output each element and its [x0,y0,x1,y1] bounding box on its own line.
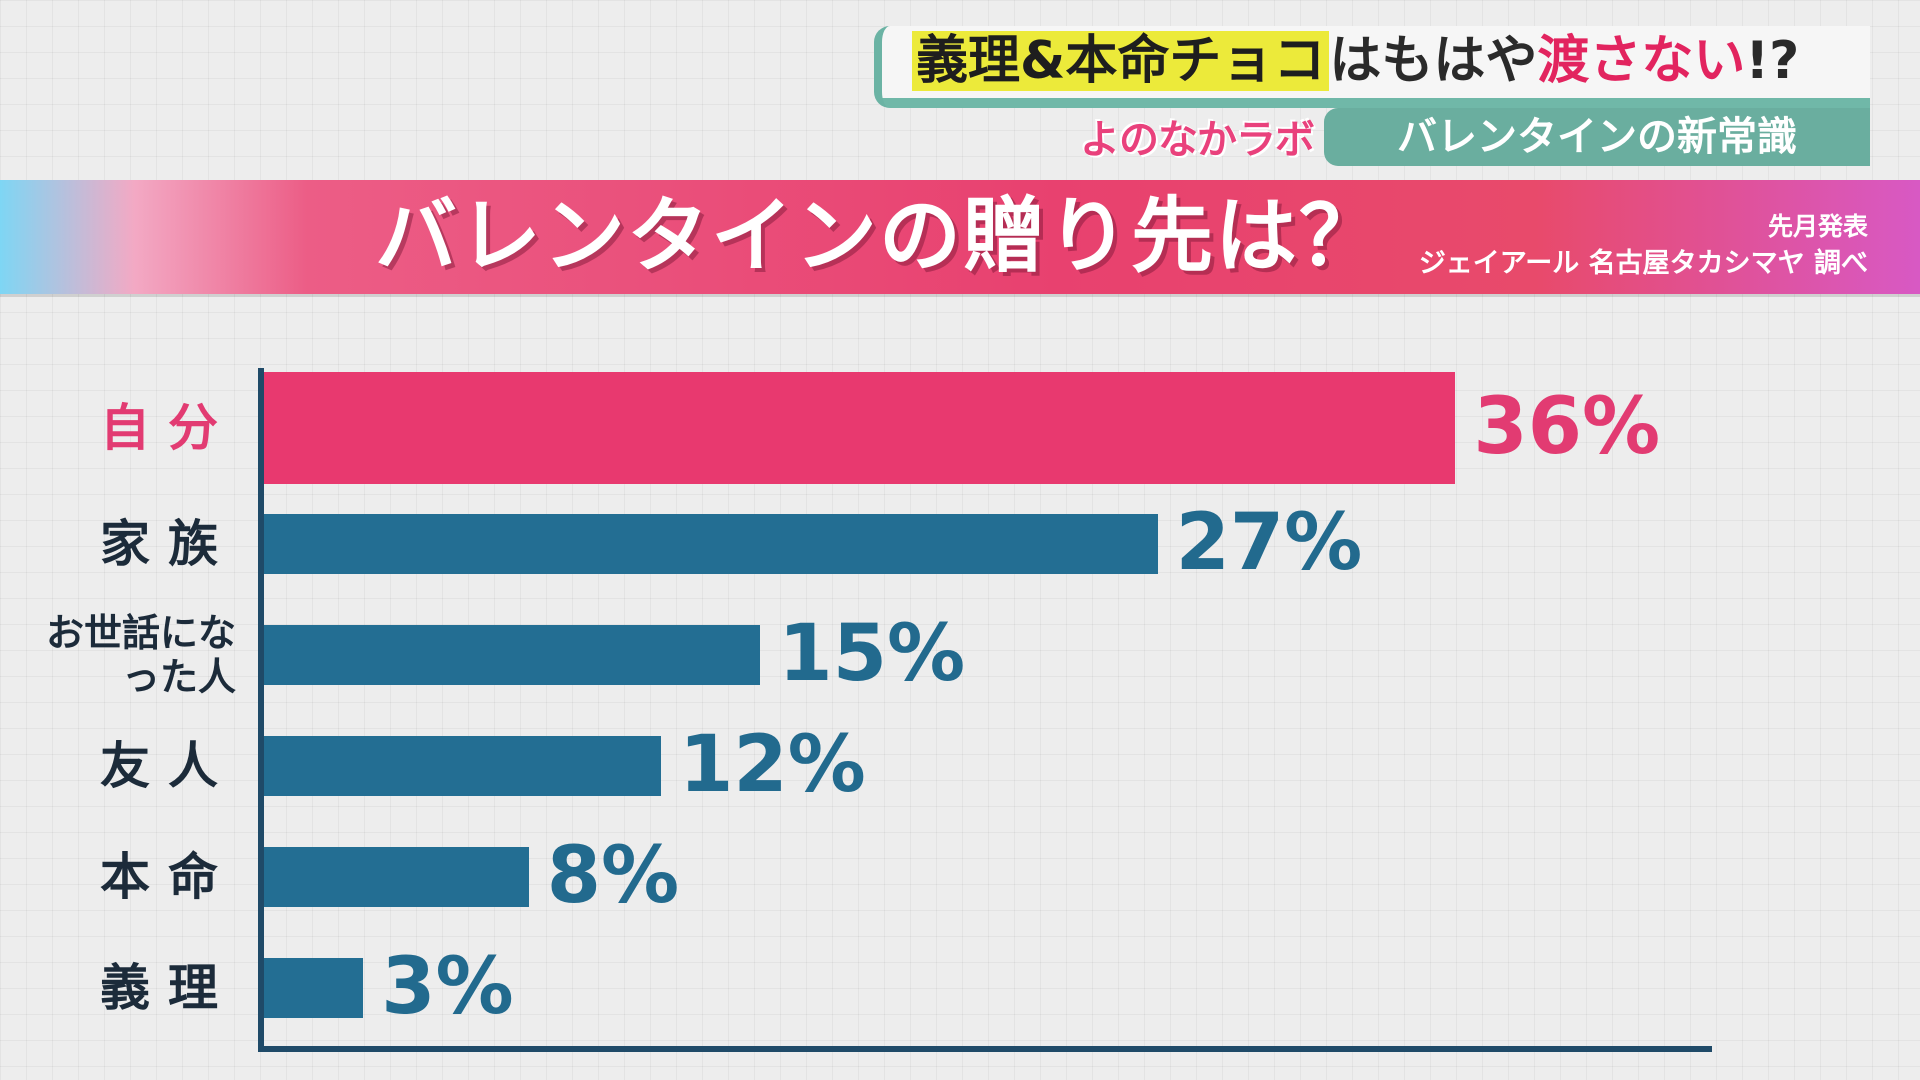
category-label-4: 友人 [100,737,236,795]
bar-1 [264,372,1456,484]
headline-emphasis: 渡さない [1537,31,1746,91]
bar-2 [264,514,1158,574]
title-banner [0,180,1920,294]
chart-title: バレンタインの贈り先は？ [375,189,1384,284]
headline: 義理&本命チョコはもはや渡さない!? [874,26,1870,108]
value-label-5: 8% [546,831,680,921]
survey-date: 先月発表 [1767,212,1868,241]
x-axis-line [258,1046,1712,1052]
bar-3 [264,625,761,685]
bar-6 [264,958,364,1018]
show-logo: よのなかラボ [1080,117,1315,163]
survey-source: ジェイアール 名古屋タカシマヤ 調べ [1418,248,1868,279]
headline-highlight: 義理&本命チョコ [912,31,1330,91]
bar-4 [264,736,662,796]
value-label-2: 27% [1175,498,1363,588]
category-label-2: 家族 [100,515,236,573]
segment-title: バレンタインの新常識 [1324,108,1870,166]
category-label-6: 義理 [100,959,236,1017]
headline-middle: はもはや [1329,31,1538,91]
category-label-3: お世話になった人 [45,611,236,699]
value-label-6: 3% [381,942,514,1032]
bar-5 [264,847,529,907]
y-axis-line [258,368,264,1050]
value-label-3: 15% [778,609,966,699]
value-label-4: 12% [679,720,866,810]
headline-punct: !? [1745,31,1800,91]
value-label-1: 36% [1473,382,1661,472]
category-label-5: 本命 [100,848,236,906]
category-label-1: 自分 [100,399,236,457]
